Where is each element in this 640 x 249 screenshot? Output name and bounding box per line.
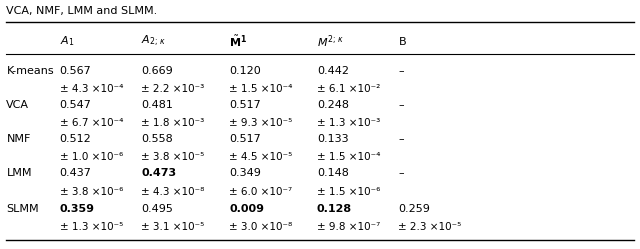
Text: ± 4.3 ×10⁻⁸: ± 4.3 ×10⁻⁸ — [141, 187, 205, 197]
Text: 0.359: 0.359 — [60, 204, 95, 214]
Text: $A_1$: $A_1$ — [60, 35, 74, 49]
Text: ± 4.3 ×10⁻⁴: ± 4.3 ×10⁻⁴ — [60, 84, 123, 94]
Text: 0.128: 0.128 — [317, 204, 352, 214]
Text: 0.133: 0.133 — [317, 134, 349, 144]
Text: 0.148: 0.148 — [317, 168, 349, 178]
Text: ± 9.3 ×10⁻⁵: ± 9.3 ×10⁻⁵ — [229, 118, 292, 128]
Text: 0.669: 0.669 — [141, 66, 173, 76]
Text: 0.349: 0.349 — [229, 168, 261, 178]
Text: –: – — [398, 100, 404, 110]
Text: ± 1.3 ×10⁻³: ± 1.3 ×10⁻³ — [317, 118, 380, 128]
Text: VCA, NMF, LMM and SLMM.: VCA, NMF, LMM and SLMM. — [6, 6, 157, 16]
Text: 0.567: 0.567 — [60, 66, 92, 76]
Text: VCA: VCA — [6, 100, 29, 110]
Text: ± 1.0 ×10⁻⁶: ± 1.0 ×10⁻⁶ — [60, 152, 123, 162]
Text: 0.248: 0.248 — [317, 100, 349, 110]
Text: NMF: NMF — [6, 134, 31, 144]
Text: $M^{2;\,\kappa}$: $M^{2;\,\kappa}$ — [317, 33, 344, 50]
Text: ± 6.0 ×10⁻⁷: ± 6.0 ×10⁻⁷ — [229, 187, 292, 197]
Text: 0.120: 0.120 — [229, 66, 261, 76]
Text: ± 1.5 ×10⁻⁴: ± 1.5 ×10⁻⁴ — [229, 84, 292, 94]
Text: SLMM: SLMM — [6, 204, 39, 214]
Text: 0.437: 0.437 — [60, 168, 92, 178]
Text: K-means: K-means — [6, 66, 54, 76]
Text: –: – — [398, 168, 404, 178]
Text: ± 4.5 ×10⁻⁵: ± 4.5 ×10⁻⁵ — [229, 152, 292, 162]
Text: ± 1.5 ×10⁻⁴: ± 1.5 ×10⁻⁴ — [317, 152, 380, 162]
Text: 0.009: 0.009 — [229, 204, 264, 214]
Text: ± 1.5 ×10⁻⁶: ± 1.5 ×10⁻⁶ — [317, 187, 380, 197]
Text: 0.547: 0.547 — [60, 100, 92, 110]
Text: 0.558: 0.558 — [141, 134, 173, 144]
Text: $A_{2;\,\kappa}$: $A_{2;\,\kappa}$ — [141, 34, 166, 49]
Text: 0.473: 0.473 — [141, 168, 177, 178]
Text: ± 3.8 ×10⁻⁶: ± 3.8 ×10⁻⁶ — [60, 187, 123, 197]
Text: 0.512: 0.512 — [60, 134, 92, 144]
Text: B: B — [398, 37, 406, 47]
Text: LMM: LMM — [6, 168, 32, 178]
Text: ± 1.8 ×10⁻³: ± 1.8 ×10⁻³ — [141, 118, 205, 128]
Text: 0.517: 0.517 — [229, 100, 261, 110]
Text: ± 3.1 ×10⁻⁵: ± 3.1 ×10⁻⁵ — [141, 222, 205, 232]
Text: –: – — [398, 134, 404, 144]
Text: 0.481: 0.481 — [141, 100, 173, 110]
Text: 0.442: 0.442 — [317, 66, 349, 76]
Text: ± 2.2 ×10⁻³: ± 2.2 ×10⁻³ — [141, 84, 205, 94]
Text: ± 6.1 ×10⁻²: ± 6.1 ×10⁻² — [317, 84, 380, 94]
Text: ± 1.3 ×10⁻⁵: ± 1.3 ×10⁻⁵ — [60, 222, 123, 232]
Text: $\tilde{\mathbf{M}}^{\mathbf{1}}$: $\tilde{\mathbf{M}}^{\mathbf{1}}$ — [229, 34, 247, 49]
Text: ± 2.3 ×10⁻⁵: ± 2.3 ×10⁻⁵ — [398, 222, 461, 232]
Text: ± 9.8 ×10⁻⁷: ± 9.8 ×10⁻⁷ — [317, 222, 380, 232]
Text: –: – — [398, 66, 404, 76]
Text: 0.495: 0.495 — [141, 204, 173, 214]
Text: ± 3.8 ×10⁻⁵: ± 3.8 ×10⁻⁵ — [141, 152, 205, 162]
Text: 0.259: 0.259 — [398, 204, 430, 214]
Text: ± 3.0 ×10⁻⁸: ± 3.0 ×10⁻⁸ — [229, 222, 292, 232]
Text: ± 6.7 ×10⁻⁴: ± 6.7 ×10⁻⁴ — [60, 118, 123, 128]
Text: 0.517: 0.517 — [229, 134, 261, 144]
